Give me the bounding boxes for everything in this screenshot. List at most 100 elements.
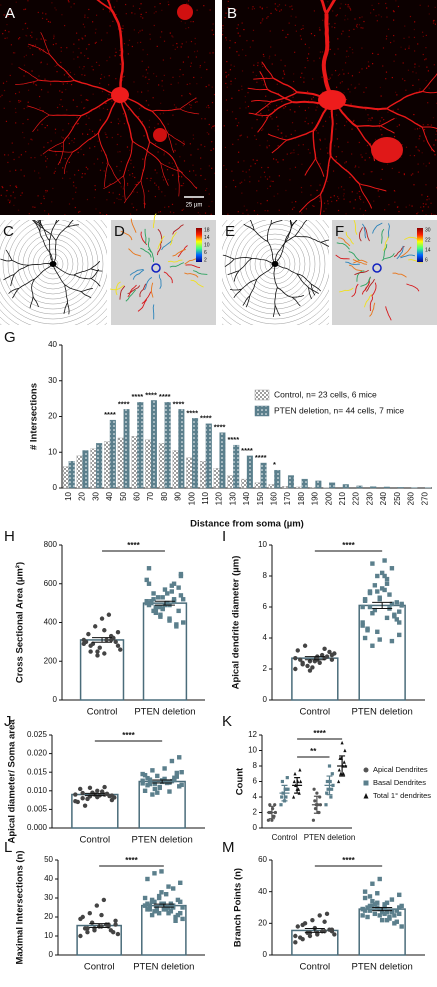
dendrite xyxy=(40,32,50,55)
point xyxy=(307,668,313,673)
soma xyxy=(111,87,129,103)
speckle xyxy=(351,48,354,51)
x-tick-label: 220 xyxy=(352,491,361,505)
speckle xyxy=(15,122,17,124)
speckle xyxy=(316,106,318,108)
speckle xyxy=(359,208,361,210)
speckle xyxy=(2,186,4,189)
speckle xyxy=(114,48,117,50)
speckle xyxy=(6,23,8,26)
dendrite xyxy=(272,77,298,93)
speckle xyxy=(334,53,336,55)
heat-trace xyxy=(353,219,358,235)
speckle xyxy=(54,132,57,134)
speckle xyxy=(319,139,321,142)
speckle xyxy=(386,16,388,18)
speckle xyxy=(367,114,369,116)
speckle xyxy=(23,75,25,77)
speckle xyxy=(253,64,255,66)
speckle xyxy=(423,128,426,131)
speckle xyxy=(109,183,111,185)
speckle xyxy=(97,140,99,142)
trace xyxy=(3,274,15,281)
speckle xyxy=(94,185,96,187)
speckle xyxy=(243,179,246,181)
speckle xyxy=(115,78,117,80)
speckle xyxy=(268,145,270,147)
speckle xyxy=(137,91,139,93)
point xyxy=(146,581,152,586)
point xyxy=(115,629,121,635)
error-bar xyxy=(337,755,348,777)
speckle xyxy=(208,165,210,167)
point xyxy=(317,660,322,665)
point xyxy=(324,654,330,659)
colorbar-tick-label: 6 xyxy=(425,257,428,263)
speckle xyxy=(211,101,214,104)
trace xyxy=(233,288,243,299)
speckle xyxy=(182,182,185,185)
point xyxy=(88,649,93,654)
speckle xyxy=(75,187,77,189)
speckle xyxy=(319,29,321,31)
speckle xyxy=(309,152,311,154)
speckle xyxy=(323,210,325,212)
point xyxy=(370,903,375,909)
point xyxy=(152,781,158,786)
speckle xyxy=(195,186,198,189)
speckle xyxy=(325,208,327,210)
micrograph xyxy=(222,0,437,215)
speckle xyxy=(415,72,417,74)
heat-trace xyxy=(163,271,173,284)
trace xyxy=(55,220,58,224)
speckle xyxy=(203,5,205,7)
dendrite xyxy=(330,155,360,185)
trace xyxy=(49,240,54,265)
heat-trace xyxy=(388,223,390,239)
speckle xyxy=(246,136,249,138)
soma xyxy=(318,90,346,110)
point xyxy=(375,629,380,634)
point xyxy=(81,641,87,647)
dendrite xyxy=(15,79,39,85)
speckle xyxy=(73,3,75,5)
speckle xyxy=(385,38,388,40)
point xyxy=(382,911,387,917)
point xyxy=(104,637,109,643)
x-tick-label: PTEN deletion xyxy=(134,707,195,718)
speckle xyxy=(271,63,273,65)
speckle xyxy=(308,107,310,109)
speckle xyxy=(60,99,62,101)
speckle xyxy=(61,145,63,147)
speckle xyxy=(138,107,141,110)
speckle xyxy=(331,74,333,76)
y-tick-label: 2 xyxy=(263,664,268,673)
point xyxy=(298,935,303,940)
speckle xyxy=(303,81,305,83)
bar xyxy=(342,484,349,489)
speckle xyxy=(345,213,347,215)
speckle xyxy=(0,4,2,6)
speckle xyxy=(270,116,272,118)
speckle xyxy=(435,133,437,136)
speckle xyxy=(50,82,52,84)
speckle xyxy=(307,53,310,55)
speckle xyxy=(82,38,84,40)
point xyxy=(106,612,112,617)
speckle xyxy=(83,66,85,68)
speckle xyxy=(353,119,355,122)
trace xyxy=(296,273,309,288)
sholl-ring xyxy=(264,253,286,275)
significance-label: **** xyxy=(132,392,144,401)
y-axis-label: Apical diameter/ Soma area xyxy=(7,719,18,844)
speckle xyxy=(53,36,55,38)
speckle xyxy=(225,82,227,85)
speckle xyxy=(38,95,41,98)
speckle xyxy=(193,76,195,79)
speckle xyxy=(47,91,49,93)
speckle xyxy=(87,168,89,170)
speckle xyxy=(405,206,407,208)
speckle xyxy=(387,111,389,113)
speckle xyxy=(133,191,135,193)
sholl-ring xyxy=(222,220,329,325)
